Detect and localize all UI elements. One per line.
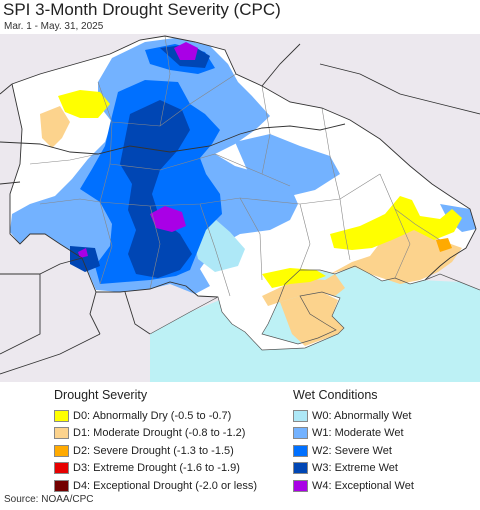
legend-swatch-d3 <box>54 462 69 475</box>
wet-w1-central <box>235 134 340 196</box>
drought-d1-west <box>40 106 70 148</box>
drought-map <box>0 34 480 382</box>
wet-w3-core <box>120 100 192 278</box>
legend-item-w0: W0: Abnormally Wet <box>293 407 414 425</box>
wet-legend-title: Wet Conditions <box>293 388 378 402</box>
legend-label-w0: W0: Abnormally Wet <box>312 409 412 422</box>
coastline <box>149 265 480 351</box>
legend-swatch-d4 <box>54 479 69 492</box>
legend-item-w4: W4: Exceptional Wet <box>293 477 414 495</box>
legend-item-d2: D2: Severe Drought (-1.3 to -1.5) <box>54 442 257 460</box>
legend-item-d4: D4: Exceptional Drought (-2.0 or less) <box>54 477 257 495</box>
legend-label-w4: W4: Exceptional Wet <box>312 479 414 492</box>
legend-label-w3: W3: Extreme Wet <box>312 462 398 475</box>
legend-label-w2: W2: Severe Wet <box>312 444 392 457</box>
legend-label-d2: D2: Severe Drought (-1.3 to -1.5) <box>73 444 234 457</box>
wet-w3-southwest <box>70 246 100 272</box>
drought-d0-west <box>58 90 110 118</box>
legend-swatch-w4 <box>293 479 308 492</box>
date-range: Mar. 1 - May. 31, 2025 <box>4 21 104 32</box>
legend-item-w3: W3: Extreme Wet <box>293 460 414 478</box>
wet-w4-southwest <box>78 248 88 258</box>
legend-item-d1: D1: Moderate Drought (-0.8 to -1.2) <box>54 425 257 443</box>
drought-d1-crimea <box>280 292 344 346</box>
wet-w4-north <box>174 42 198 60</box>
legend-swatch-w3 <box>293 462 308 475</box>
wet-w4-central <box>150 206 186 232</box>
drought-legend: Drought Severity D0: Abnormally Dry (-0.… <box>54 388 257 495</box>
legend-item-w1: W1: Moderate Wet <box>293 425 414 443</box>
legend-swatch-w2 <box>293 444 308 457</box>
drought-d1-southeast <box>330 224 462 284</box>
legend-item-d3: D3: Extreme Drought (-1.6 to -1.9) <box>54 460 257 478</box>
oblast-boundaries <box>29 35 441 297</box>
legend-label-d4: D4: Exceptional Drought (-2.0 or less) <box>73 479 258 492</box>
drought-d0-east <box>330 196 462 250</box>
map-title: SPI 3-Month Drought Severity (CPC) <box>3 0 281 19</box>
legend-label-w1: W1: Moderate Wet <box>312 427 404 440</box>
drought-legend-title: Drought Severity <box>54 388 148 402</box>
legend-item-w2: W2: Severe Wet <box>293 442 414 460</box>
drought-d0-south <box>262 268 326 288</box>
legend-label-d3: D3: Extreme Drought (-1.6 to -1.9) <box>73 462 240 475</box>
wet-legend: Wet Conditions W0: Abnormally Wet W1: Mo… <box>293 388 414 495</box>
legend-swatch-w1 <box>293 427 308 440</box>
legend-swatch-d1 <box>54 427 69 440</box>
country-borders <box>0 35 480 375</box>
legend-item-d0: D0: Abnormally Dry (-0.5 to -0.7) <box>54 407 257 425</box>
drought-d2-east <box>436 238 452 252</box>
drought-d1-south <box>262 274 345 306</box>
legend-label-d0: D0: Abnormally Dry (-0.5 to -0.7) <box>73 409 232 422</box>
legend-label-d1: D1: Moderate Drought (-0.8 to -1.2) <box>73 427 246 440</box>
legend-swatch-d0 <box>54 409 69 422</box>
legend-swatch-w0 <box>293 409 308 422</box>
source-credit: Source: NOAA/CPC <box>4 494 94 505</box>
legend-swatch-d2 <box>54 444 69 457</box>
